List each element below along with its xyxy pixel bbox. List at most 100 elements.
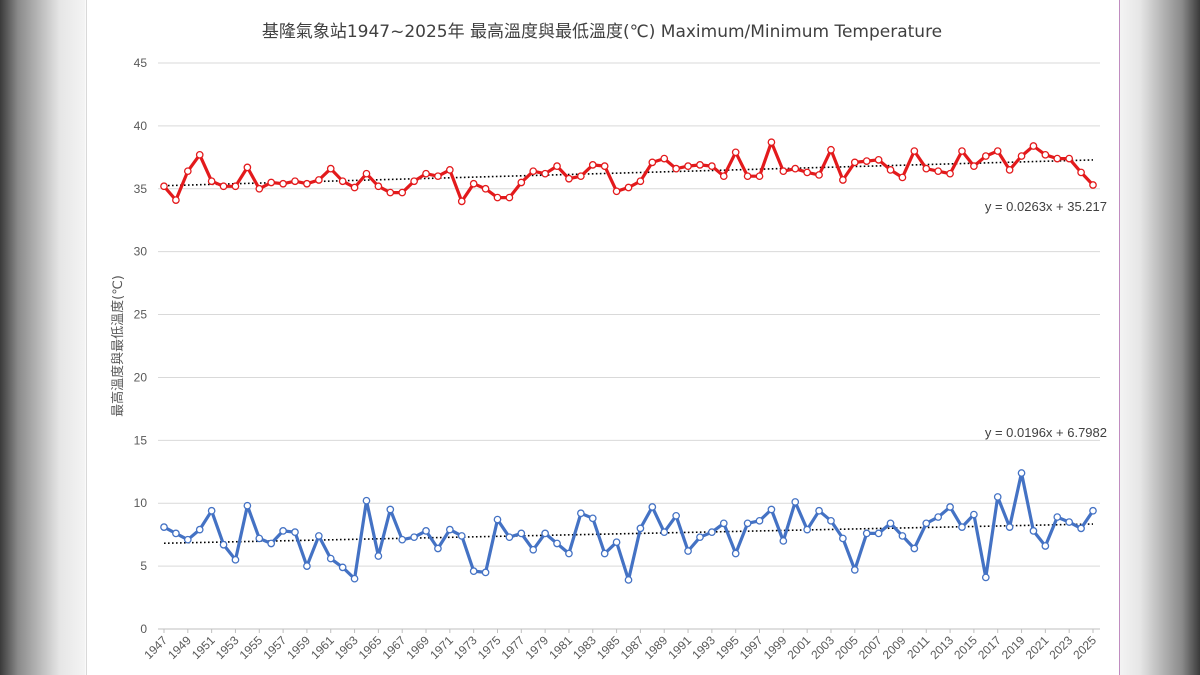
data-point-1-1961 (326, 554, 335, 563)
data-point-0-1989 (660, 154, 669, 163)
data-point-0-1998 (767, 138, 776, 147)
trendline-1 (163, 523, 1094, 545)
data-point-0-1984 (600, 162, 609, 170)
data-point-1-1950 (195, 525, 204, 534)
x-tick-1959: 1959 (284, 633, 313, 662)
data-point-0-2003 (827, 145, 835, 154)
x-tick-1973: 1973 (451, 633, 480, 662)
trendline-0 (163, 159, 1094, 187)
data-point-0-2008 (886, 166, 895, 174)
data-point-0-2000 (791, 164, 800, 173)
data-point-1-1959 (303, 562, 311, 570)
x-tick-1993: 1993 (689, 633, 718, 662)
y-tick-labels: 0 5 10 15 20 25 30 35 40 45 (134, 56, 148, 636)
max-trendline-equation: y = 0.0263x + 35.217 (985, 199, 1107, 214)
data-point-1-1962 (338, 563, 347, 572)
x-tick-2013: 2013 (927, 633, 956, 662)
data-point-0-2019 (1017, 152, 1026, 160)
data-point-1-2016 (981, 573, 990, 582)
data-point-1-1966 (386, 505, 395, 514)
chart-panel (86, 0, 1120, 675)
data-point-1-2021 (1041, 542, 1050, 550)
y-tick-35: 35 (134, 182, 148, 196)
data-point-0-1990 (672, 164, 680, 173)
data-point-0-1979 (541, 169, 549, 178)
data-point-0-1986 (624, 183, 633, 192)
x-tick-1989: 1989 (642, 633, 671, 662)
data-point-0-1973 (469, 179, 478, 188)
x-tick-labels: 1947194919511953195519571959196119631965… (141, 633, 1099, 662)
x-tick-1987: 1987 (618, 633, 647, 662)
x-tick-2011: 2011 (904, 633, 932, 661)
data-point-0-2007 (874, 155, 883, 164)
y-tick-20: 20 (134, 370, 148, 384)
data-point-1-1967 (398, 535, 407, 544)
data-point-0-1997 (755, 172, 764, 181)
data-point-0-1995 (731, 148, 740, 157)
data-point-1-1986 (624, 576, 633, 584)
data-point-0-1965 (374, 182, 383, 191)
data-point-1-2010 (910, 544, 919, 553)
data-point-1-1977 (517, 529, 526, 538)
x-tick-1961: 1961 (308, 633, 337, 662)
x-tick-2023: 2023 (1047, 633, 1076, 662)
data-point-0-1957 (279, 179, 287, 188)
x-tick-1969: 1969 (403, 633, 432, 662)
data-point-0-1978 (529, 167, 538, 176)
trendlines (163, 159, 1094, 545)
data-point-1-1999 (779, 537, 788, 545)
data-point-1-1975 (493, 515, 502, 524)
data-point-1-2015 (970, 510, 978, 519)
data-point-1-2017 (993, 493, 1002, 501)
y-tick-5: 5 (140, 559, 147, 573)
data-point-0-1968 (410, 177, 418, 186)
y-tick-30: 30 (134, 245, 148, 259)
y-axis-label: 最高溫度與最低溫度(℃) (110, 275, 126, 417)
gridlines (158, 62, 1100, 633)
data-point-1-1965 (374, 552, 383, 560)
data-point-0-1999 (779, 167, 788, 176)
data-point-1-1990 (672, 511, 680, 520)
x-tick-1951: 1951 (189, 633, 218, 662)
data-point-0-2018 (1005, 166, 1014, 174)
data-point-1-1952 (219, 540, 228, 549)
x-tick-2015: 2015 (951, 633, 980, 662)
data-point-0-2015 (970, 162, 978, 170)
data-point-0-2004 (839, 176, 847, 184)
x-tick-2003: 2003 (808, 633, 837, 662)
data-point-1-1983 (588, 514, 597, 523)
data-point-1-1987 (636, 524, 645, 533)
data-point-1-2012 (934, 513, 943, 521)
data-point-0-1948 (172, 196, 180, 204)
data-point-1-2024 (1077, 524, 1085, 533)
data-point-0-1958 (291, 177, 299, 186)
data-point-0-1994 (719, 172, 728, 181)
data-point-0-1971 (445, 166, 454, 174)
x-tick-1985: 1985 (594, 633, 623, 662)
data-point-0-1961 (326, 164, 335, 173)
x-tick-2007: 2007 (856, 633, 885, 662)
y-tick-10: 10 (134, 496, 148, 510)
data-point-0-2024 (1077, 168, 1085, 177)
x-tick-1997: 1997 (737, 633, 766, 662)
series-line-0 (162, 140, 1095, 203)
data-point-0-2021 (1041, 150, 1050, 159)
x-tick-2001: 2001 (784, 633, 813, 662)
data-point-0-1953 (231, 182, 240, 191)
data-point-1-1978 (529, 545, 538, 554)
min-trendline-equation: y = 0.0196x + 6.7982 (985, 425, 1107, 440)
data-point-1-1972 (457, 532, 466, 540)
y-tick-40: 40 (134, 119, 148, 133)
data-point-1-1984 (600, 549, 609, 558)
data-point-0-1954 (243, 163, 252, 172)
series-lines (160, 138, 1097, 584)
data-point-1-1969 (422, 527, 430, 535)
data-point-1-1958 (291, 528, 299, 537)
data-point-1-2022 (1053, 513, 1062, 521)
data-point-1-1993 (708, 528, 716, 537)
data-point-1-2000 (791, 498, 800, 506)
data-point-0-2010 (910, 147, 919, 155)
data-point-0-1983 (588, 161, 597, 169)
data-point-1-1996 (743, 519, 752, 528)
data-point-1-1997 (755, 516, 764, 525)
